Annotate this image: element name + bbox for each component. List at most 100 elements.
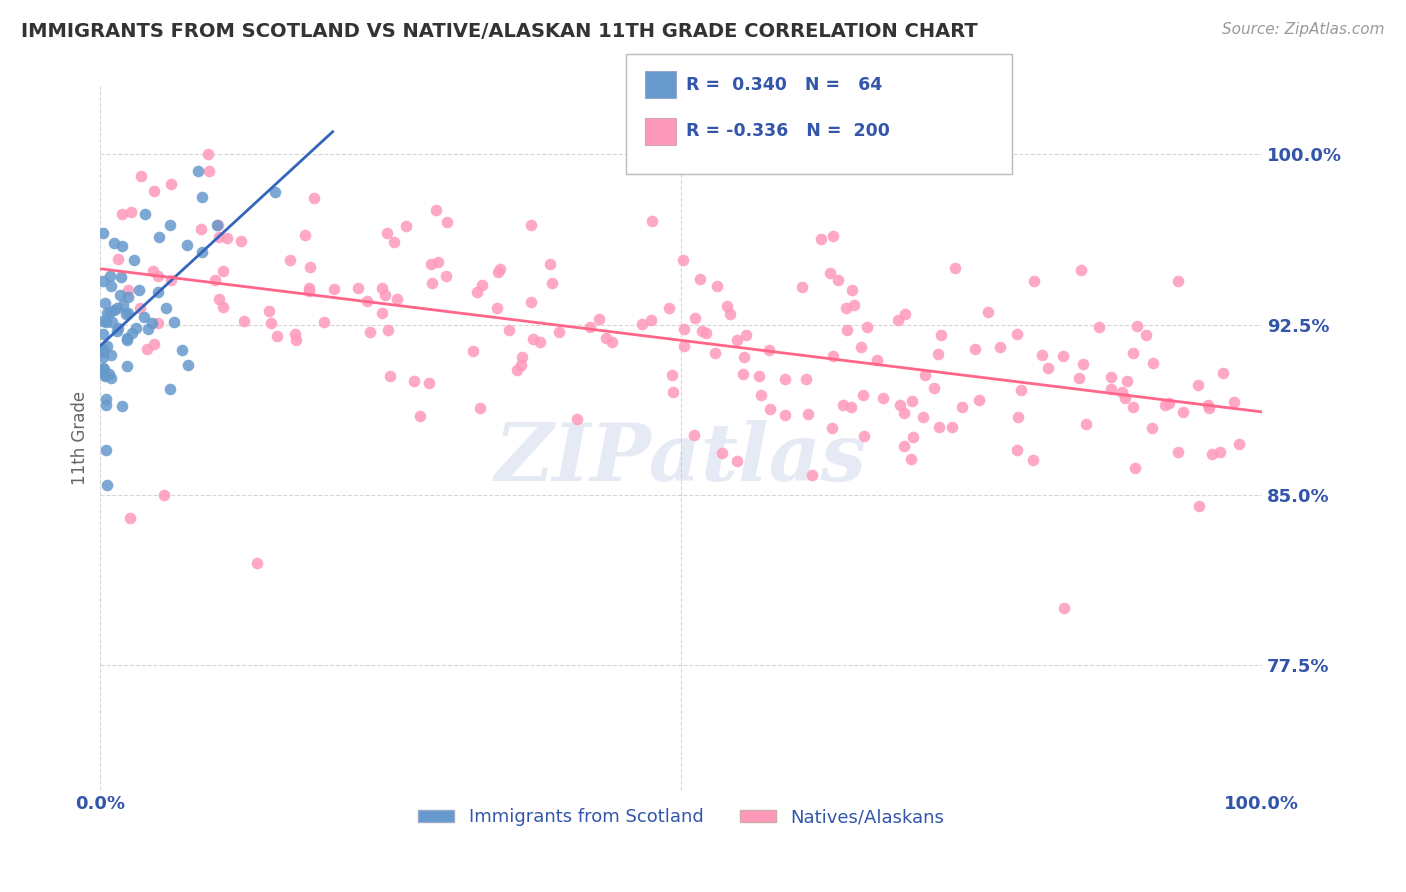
Point [111, 239, 134, 253]
Point [117, 283, 139, 297]
Point [121, 326, 143, 340]
Point [159, 382, 181, 396]
Point [725, 333, 748, 347]
Point [866, 352, 889, 367]
Point [929, 327, 952, 342]
Legend: Immigrants from Scotland, Natives/Alaskans: Immigrants from Scotland, Natives/Alaska… [411, 801, 952, 834]
Point [588, 312, 610, 326]
Point [1052, 601, 1074, 615]
Point [402, 375, 425, 389]
Point [821, 349, 844, 363]
Point [510, 350, 533, 364]
Point [749, 388, 772, 402]
Point [943, 260, 966, 275]
Point [187, 164, 209, 178]
Point [141, 316, 163, 330]
Point [900, 451, 922, 466]
Point [641, 214, 664, 228]
Point [797, 407, 820, 421]
Point [963, 342, 986, 356]
Point [856, 319, 879, 334]
Point [115, 359, 138, 373]
Point [706, 279, 728, 293]
Point [852, 388, 875, 402]
Point [111, 207, 134, 221]
Point [538, 257, 561, 271]
Point [155, 301, 177, 315]
Point [208, 230, 231, 244]
Point [128, 301, 150, 315]
Point [468, 401, 491, 416]
Point [394, 219, 416, 233]
Point [98, 269, 121, 284]
Point [177, 358, 200, 372]
Point [91, 360, 114, 375]
Point [831, 398, 853, 412]
Point [1031, 348, 1053, 362]
Point [100, 347, 122, 361]
Point [385, 292, 408, 306]
Text: IMMIGRANTS FROM SCOTLAND VS NATIVE/ALASKAN 11TH GRADE CORRELATION CHART: IMMIGRANTS FROM SCOTLAND VS NATIVE/ALASK… [21, 22, 977, 41]
Point [950, 401, 973, 415]
Point [485, 301, 508, 315]
Point [1187, 378, 1209, 392]
Point [205, 218, 228, 232]
Point [359, 326, 381, 340]
Point [159, 219, 181, 233]
Point [522, 332, 544, 346]
Point [1122, 400, 1144, 414]
Point [658, 301, 681, 316]
Point [142, 264, 165, 278]
Point [801, 468, 824, 483]
Point [278, 253, 301, 268]
Point [96, 306, 118, 320]
Point [148, 316, 170, 330]
Point [928, 420, 950, 434]
Point [176, 238, 198, 252]
Point [578, 320, 600, 334]
Point [115, 307, 138, 321]
Point [111, 399, 134, 413]
Point [792, 280, 814, 294]
Point [510, 358, 533, 372]
Point [733, 350, 755, 364]
Point [96, 339, 118, 353]
Point [91, 274, 114, 288]
Point [143, 337, 166, 351]
Point [356, 294, 378, 309]
Point [96, 477, 118, 491]
Point [901, 429, 924, 443]
Point [689, 272, 711, 286]
Point [595, 331, 617, 345]
Point [683, 311, 706, 326]
Point [170, 343, 193, 358]
Point [107, 252, 129, 266]
Point [471, 278, 494, 293]
Y-axis label: 11th Grade: 11th Grade [72, 391, 89, 485]
Point [1022, 453, 1045, 467]
Point [683, 428, 706, 442]
Point [93, 368, 115, 382]
Point [134, 206, 156, 220]
Point [198, 164, 221, 178]
Point [107, 321, 129, 335]
Text: ZIPatlas: ZIPatlas [495, 420, 868, 498]
Text: R = -0.336   N =  200: R = -0.336 N = 200 [686, 122, 890, 140]
Point [427, 255, 450, 269]
Point [1123, 461, 1146, 475]
Point [1201, 447, 1223, 461]
Point [718, 307, 741, 321]
Point [346, 280, 368, 294]
Point [132, 310, 155, 324]
Point [988, 340, 1011, 354]
Point [1114, 391, 1136, 405]
Point [640, 313, 662, 327]
Point [128, 283, 150, 297]
Point [233, 313, 256, 327]
Point [759, 402, 782, 417]
Point [115, 333, 138, 347]
Point [924, 381, 946, 395]
Point [120, 204, 142, 219]
Point [434, 268, 457, 283]
Point [159, 272, 181, 286]
